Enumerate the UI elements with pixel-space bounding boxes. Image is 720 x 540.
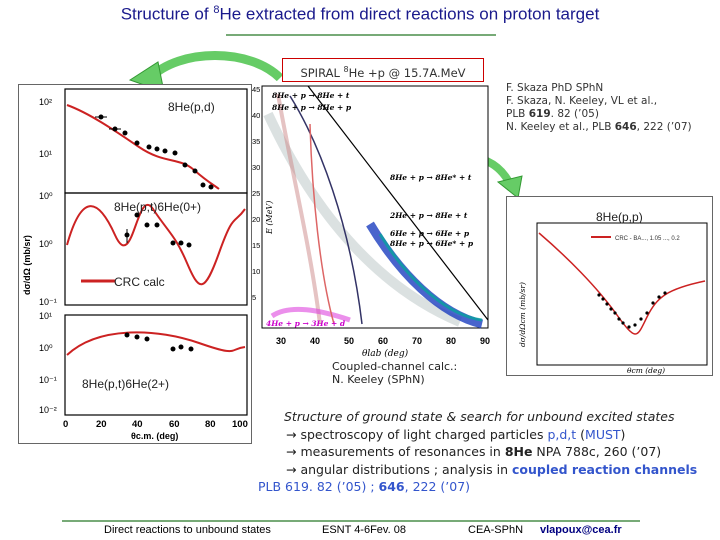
angular-distribution-panel: 10² 10¹ 10⁰ 10⁰ 10⁻¹ 10¹ 10⁰ 10⁻¹ 10⁻² 0…: [18, 84, 252, 444]
summary-line: → angular distributions ; analysis in co…: [286, 461, 698, 477]
angular-distribution-plots: 10² 10¹ 10⁰ 10⁰ 10⁻¹ 10¹ 10⁰ 10⁻¹ 10⁻² 0…: [22, 88, 248, 441]
footer-institution: CEA-SPhN: [468, 524, 524, 536]
label-pt-2plus: 8He(p,t)6He(2+): [82, 377, 170, 391]
reaction-line-label: 6He + p → 6He + p: [390, 229, 470, 238]
x-axis-label: θlab (deg): [362, 348, 409, 359]
ytick-label: 10⁰: [39, 239, 53, 249]
ytick-label: 25: [252, 189, 260, 198]
page-title: Structure of 8He extracted from direct r…: [120, 4, 600, 24]
summary-text: Structure of ground state & search for u…: [258, 408, 718, 496]
x-axis-label: θcm (deg): [627, 366, 665, 375]
xtick-label: 20: [96, 419, 107, 430]
ytick-label: 10: [252, 267, 260, 276]
ytick-label: 10¹: [39, 149, 52, 159]
ytick-label: 20: [252, 215, 260, 224]
xtick-label: 70: [412, 336, 422, 346]
label-pp: 8He(p,p): [596, 210, 643, 224]
ytick-label: 10⁰: [39, 343, 53, 353]
elastic-scattering-plot: CRC - BA..., 1.05 ..., 0.2 dσ/dΩcm (mb/s…: [518, 222, 708, 375]
reaction-line-label: 8He + p → 8He + t: [272, 91, 350, 100]
legend-entry: CRC - BA..., 1.05 ..., 0.2: [615, 236, 680, 242]
xtick-label: 60: [378, 336, 388, 346]
kinematics-plot: 8He + p → 8He + t 8He + p → 8He + p 8He …: [250, 84, 500, 334]
beam-label-box: SPIRAL 8He +p @ 15.7A.MeV: [282, 58, 484, 82]
xtick-label: 80: [446, 336, 456, 346]
footer-rule: [62, 520, 640, 522]
summary-line: PLB 619. 82 (’05) ; 646, 222 (’07): [258, 479, 471, 494]
ytick-label: 15: [252, 241, 260, 250]
ytick-label: 5: [252, 293, 256, 302]
summary-line: Structure of ground state & search for u…: [284, 409, 675, 424]
y-axis-label: dσ/dΩ (mb/sr): [22, 235, 32, 295]
xtick-label: 50: [344, 336, 354, 346]
ytick-label: 35: [252, 137, 260, 146]
label-crc: CRC calc: [114, 275, 165, 289]
label-pt-0plus: 8He(p,t)6He(0+): [114, 200, 202, 214]
xtick-label: 90: [480, 336, 490, 346]
reaction-line-label: 2He + p → 8He + t: [389, 211, 468, 220]
x-axis-label: θc.m. (deg): [131, 431, 178, 441]
xtick-label: 60: [169, 419, 180, 430]
ytick-label: 45: [252, 85, 260, 94]
ytick-label: 30: [252, 163, 260, 172]
xtick-label: 40: [132, 419, 143, 430]
y-axis-label: E (MeV): [265, 201, 274, 235]
reaction-line-label: 4He + p → 3He + d: [266, 319, 346, 328]
xtick-label: 0: [63, 419, 68, 430]
coupled-channel-note: Coupled-channel calc.: N. Keeley (SPhN): [332, 360, 458, 386]
footer-email: vlapoux@cea.fr: [540, 524, 622, 536]
references: F. Skaza PhD SPhN F. Skaza, N. Keeley, V…: [506, 82, 692, 133]
ytick-label: 10⁻¹: [39, 297, 57, 307]
kinematics-scatter: 8He + p → 8He + t 8He + p → 8He + p 8He …: [252, 85, 489, 329]
summary-line: → spectroscopy of light charged particle…: [286, 426, 626, 442]
footer-topic: Direct reactions to unbound states: [104, 524, 271, 536]
ytick-label: 10¹: [39, 311, 52, 321]
label-pd: 8He(p,d): [168, 100, 215, 114]
summary-line: → measurements of resonances in 8He NPA …: [286, 444, 662, 459]
xtick-label: 30: [276, 336, 286, 346]
xtick-label: 100: [232, 419, 248, 430]
footer-event: ESNT 4-6Fev. 08: [322, 524, 406, 536]
ytick-label: 10⁰: [39, 191, 53, 201]
ytick-label: 10²: [39, 97, 52, 107]
ytick-label: 10⁻²: [39, 405, 57, 415]
ytick-label: 10⁻¹: [39, 375, 57, 385]
reaction-line-label: 8He + p → 8He + p: [272, 103, 352, 112]
reaction-line-label: 8He + p → 8He* + t: [390, 173, 472, 182]
title-rule: [226, 34, 496, 36]
reaction-line-label: 8He + p → 6He* + p: [390, 239, 474, 248]
elastic-scattering-panel: CRC - BA..., 1.05 ..., 0.2 dσ/dΩcm (mb/s…: [506, 196, 713, 376]
xtick-label: 40: [310, 336, 320, 346]
y-axis-label: dσ/dΩcm (mb/sr): [518, 282, 527, 347]
ytick-label: 40: [252, 111, 260, 120]
xtick-label: 80: [205, 419, 216, 430]
kinematics-x-axis: 30 40 50 60 70 80 90 θlab (deg): [276, 334, 506, 362]
